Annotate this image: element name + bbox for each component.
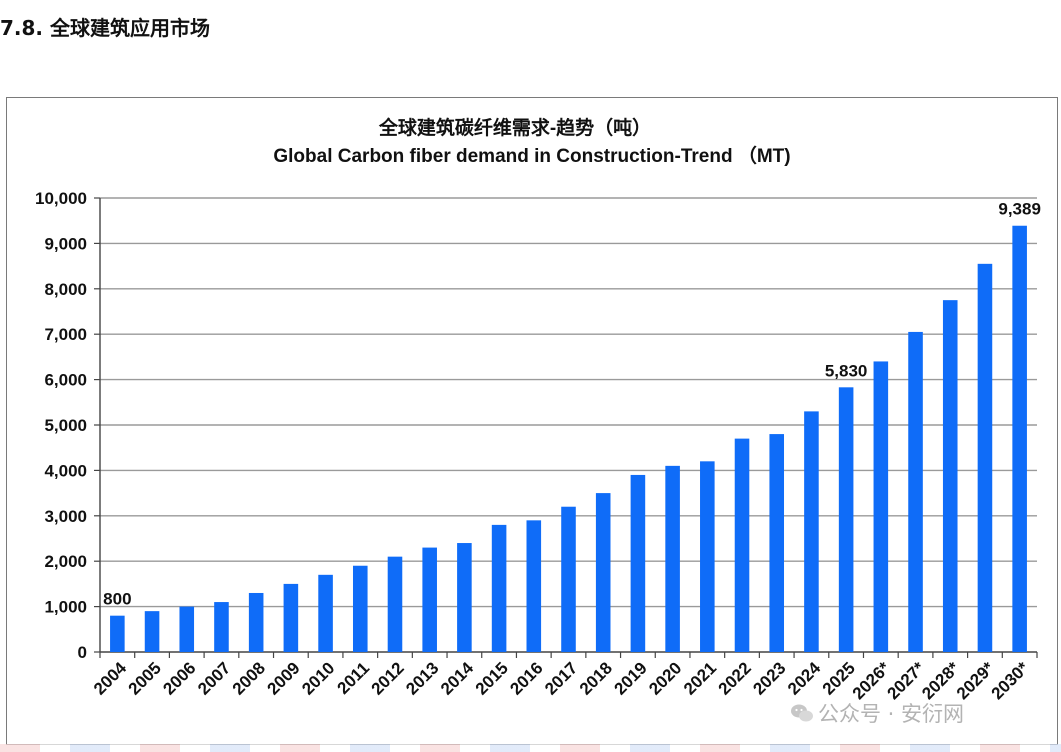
bar-2026-projected bbox=[873, 361, 889, 652]
chart-frame: 全球建筑碳纤维需求-趋势（吨） Global Carbon fiber dema… bbox=[6, 97, 1058, 745]
y-tick-label: 6,000 bbox=[44, 371, 87, 390]
y-tick-label: 2,000 bbox=[44, 552, 87, 571]
bar-2017 bbox=[561, 506, 576, 652]
chart-title: 全球建筑碳纤维需求-趋势（吨） bbox=[378, 116, 651, 139]
bar-2029-projected bbox=[977, 263, 993, 652]
bar-2027-projected bbox=[908, 331, 923, 652]
x-tick-label: 2028* bbox=[918, 658, 963, 703]
x-tick-label: 2019 bbox=[611, 658, 651, 698]
decorative-strip bbox=[0, 744, 1061, 752]
bar-2018 bbox=[595, 493, 611, 652]
data-label: 800 bbox=[103, 590, 131, 609]
bar-2016 bbox=[526, 520, 542, 652]
y-tick-label: 1,000 bbox=[44, 598, 87, 617]
bar-2006 bbox=[179, 606, 195, 652]
x-tick-label: 2009 bbox=[264, 658, 304, 698]
y-axis-ticks: 0 1,000 2,000 3,000 4,000 5,000 6,000 7,000 8,00… bbox=[35, 189, 100, 662]
section-heading: 7.8. 全球建筑应用市场 bbox=[0, 16, 210, 40]
bar-2019 bbox=[630, 474, 646, 652]
bar-2009 bbox=[283, 583, 299, 652]
y-tick-label: 3,000 bbox=[44, 507, 87, 526]
bar-2030-projected bbox=[1012, 225, 1027, 652]
y-tick-label: 8,000 bbox=[44, 280, 87, 299]
data-labels: 800 5,830 9,389 bbox=[103, 200, 1041, 609]
bar-2022 bbox=[734, 438, 750, 652]
bar-2023 bbox=[769, 434, 785, 652]
bar-2024 bbox=[804, 411, 819, 652]
x-tick-label: 2021 bbox=[680, 658, 720, 698]
bars bbox=[110, 225, 1027, 652]
watermark-text: 公众号 · 安衍网 bbox=[818, 702, 965, 726]
bar-2011 bbox=[352, 565, 368, 652]
bar-2004 bbox=[110, 615, 125, 652]
x-tick-label: 2029* bbox=[953, 658, 998, 703]
x-tick-label: 2010 bbox=[298, 658, 338, 698]
x-tick-label: 2027* bbox=[884, 658, 929, 703]
x-tick-label: 2004 bbox=[90, 658, 131, 699]
bar-2012 bbox=[387, 556, 403, 652]
bar-2014 bbox=[457, 543, 472, 652]
bar-2028-projected bbox=[942, 300, 958, 652]
x-tick-label: 2020 bbox=[645, 658, 685, 698]
x-tick-label: 2015 bbox=[472, 658, 512, 698]
y-tick-label: 10,000 bbox=[35, 189, 87, 208]
x-tick-label: 2016 bbox=[506, 658, 546, 698]
x-tick-label: 2014 bbox=[437, 658, 478, 699]
x-tick-label: 2008 bbox=[229, 658, 269, 698]
y-tick-label: 4,000 bbox=[44, 461, 87, 480]
bar-2015 bbox=[491, 524, 507, 652]
x-tick-label: 2011 bbox=[334, 658, 374, 698]
wechat-icon bbox=[791, 704, 813, 722]
bar-chart: 全球建筑碳纤维需求-趋势（吨） Global Carbon fiber dema… bbox=[35, 116, 1041, 703]
x-tick-label: 2024 bbox=[784, 658, 825, 699]
x-tick-label: 2017 bbox=[541, 658, 581, 698]
x-tick-label: 2006 bbox=[159, 658, 199, 698]
x-tick-label: 2026* bbox=[849, 658, 894, 703]
data-label: 5,830 bbox=[825, 361, 868, 380]
x-tick-label: 2022 bbox=[715, 658, 755, 698]
x-tick-label: 2013 bbox=[402, 658, 442, 698]
data-label: 9,389 bbox=[998, 200, 1041, 219]
chart-subtitle: Global Carbon fiber demand in Constructi… bbox=[273, 144, 790, 167]
bar-2020 bbox=[665, 465, 680, 652]
x-tick-label: 2018 bbox=[576, 658, 616, 698]
y-tick-label: 7,000 bbox=[44, 325, 87, 344]
x-axis-ticks: 2004200520062007200820092010201120122013… bbox=[90, 652, 1038, 703]
bar-2025 bbox=[838, 387, 854, 652]
y-tick-label: 5,000 bbox=[44, 416, 87, 435]
bar-2021 bbox=[700, 461, 715, 652]
x-tick-label: 2023 bbox=[749, 658, 789, 698]
x-tick-label: 2012 bbox=[368, 658, 408, 698]
bar-2013 bbox=[422, 547, 437, 652]
y-tick-label: 9,000 bbox=[44, 234, 87, 253]
x-tick-label: 2005 bbox=[125, 658, 165, 698]
bar-2005 bbox=[144, 611, 160, 652]
x-tick-label: 2007 bbox=[194, 658, 234, 698]
x-tick-label: 2030* bbox=[988, 658, 1033, 703]
bar-2010 bbox=[318, 574, 333, 652]
y-tick-label: 0 bbox=[78, 643, 87, 662]
bar-2007 bbox=[214, 602, 229, 652]
watermark: 公众号 · 安衍网 bbox=[790, 698, 964, 728]
bar-2008 bbox=[248, 592, 264, 652]
